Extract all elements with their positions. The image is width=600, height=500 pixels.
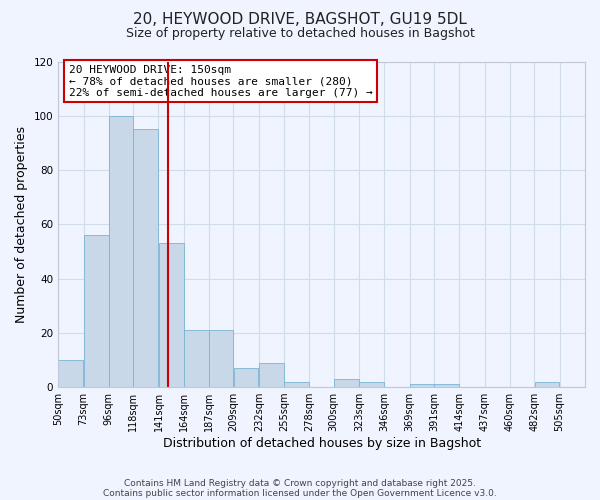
Bar — [58, 360, 83, 387]
Text: Size of property relative to detached houses in Bagshot: Size of property relative to detached ho… — [125, 28, 475, 40]
Bar — [334, 379, 359, 387]
Bar — [259, 362, 284, 387]
Bar — [410, 384, 434, 387]
Text: Contains HM Land Registry data © Crown copyright and database right 2025.: Contains HM Land Registry data © Crown c… — [124, 478, 476, 488]
X-axis label: Distribution of detached houses by size in Bagshot: Distribution of detached houses by size … — [163, 437, 481, 450]
Text: 20, HEYWOOD DRIVE, BAGSHOT, GU19 5DL: 20, HEYWOOD DRIVE, BAGSHOT, GU19 5DL — [133, 12, 467, 28]
Text: Contains public sector information licensed under the Open Government Licence v3: Contains public sector information licen… — [103, 488, 497, 498]
Bar — [209, 330, 233, 387]
Text: 20 HEYWOOD DRIVE: 150sqm
← 78% of detached houses are smaller (280)
22% of semi-: 20 HEYWOOD DRIVE: 150sqm ← 78% of detach… — [69, 65, 373, 98]
Bar — [84, 235, 109, 387]
Bar — [233, 368, 259, 387]
Bar — [109, 116, 133, 387]
Y-axis label: Number of detached properties: Number of detached properties — [15, 126, 28, 323]
Bar — [159, 244, 184, 387]
Bar — [535, 382, 559, 387]
Bar — [434, 384, 459, 387]
Bar — [284, 382, 309, 387]
Bar — [184, 330, 209, 387]
Bar — [359, 382, 384, 387]
Bar — [133, 130, 158, 387]
